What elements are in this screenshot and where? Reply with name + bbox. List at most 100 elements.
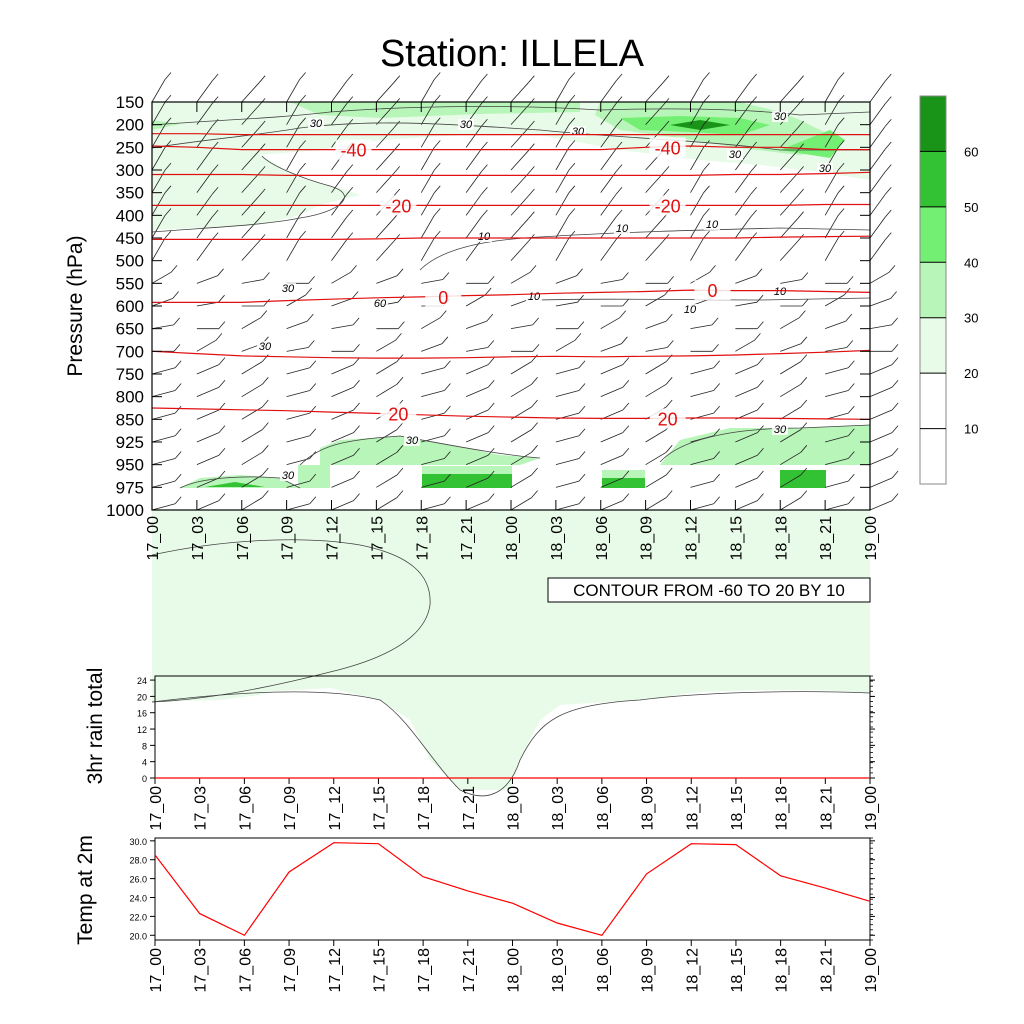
wind-barb-flag: [263, 272, 270, 280]
shade-surface-mid: [422, 474, 512, 488]
wind-barb: [735, 364, 758, 375]
wind-barb-flag: [531, 467, 538, 476]
x-tick-label: 17_15: [369, 516, 386, 561]
legend-swatch: [920, 317, 946, 374]
wind-barb: [555, 215, 570, 239]
wind-barb: [690, 79, 704, 103]
wind-barb-flag: [393, 234, 401, 242]
wind-barb-flag: [346, 164, 354, 172]
wind-barb: [241, 406, 263, 420]
wind-barb: [241, 82, 260, 103]
wind-barb-flag: [487, 380, 495, 388]
wind-barb-flag: [433, 230, 441, 239]
wind-barb-flag: [757, 321, 764, 329]
wind-barb-flag: [258, 120, 266, 129]
shade-mask-white-950-b: [512, 466, 602, 488]
wind-barb: [780, 497, 802, 511]
x-tick-label: 18_18: [774, 786, 791, 831]
wind-barb: [779, 241, 798, 261]
contour-line: [151, 539, 431, 703]
contour-label-bg: [280, 283, 296, 294]
temperature-label-bg: [694, 280, 731, 301]
wind-barb: [645, 82, 664, 103]
contour-label-bg: [458, 119, 474, 130]
wind-barb-flag: [397, 294, 405, 303]
wind-barb: [645, 474, 667, 488]
contour-label: 10: [478, 231, 491, 243]
wind-barb: [196, 239, 213, 261]
wind-barb-flag: [797, 143, 804, 151]
wind-barb-flag: [487, 276, 495, 284]
wind-barb-flag: [218, 380, 226, 388]
wind-barb: [465, 364, 489, 375]
wind-barb-flag: [528, 75, 535, 83]
contour-label-bg: [404, 435, 420, 446]
wind-barb-flag: [531, 445, 538, 453]
wind-barb: [420, 147, 435, 171]
contour-label: 30: [406, 435, 419, 447]
wind-barb-flag: [750, 232, 757, 240]
wind-barb: [421, 367, 445, 375]
wind-barb-flag: [532, 344, 540, 352]
wind-barb: [645, 361, 667, 375]
x-tick-label: 17_15: [371, 948, 388, 993]
wind-barb-flag: [837, 185, 845, 194]
wind-barb-flag: [173, 344, 181, 352]
wind-barb-flag: [299, 185, 306, 194]
wind-barb: [600, 279, 623, 284]
wind-barb-flag: [444, 405, 451, 414]
wind-barb: [465, 126, 482, 148]
wind-barb-flag: [837, 140, 845, 148]
wind-barb-flag: [262, 399, 269, 408]
legend-label: 60: [964, 144, 978, 159]
wind-barb-flag: [615, 73, 623, 82]
wind-barb-flag: [396, 377, 404, 385]
wind-barb: [690, 192, 704, 216]
wind-barb: [151, 435, 176, 443]
wind-barb: [151, 192, 166, 216]
wind-barb-flag: [174, 473, 182, 482]
wind-barb: [465, 409, 489, 420]
contour-label-bg: [526, 291, 542, 302]
wind-barb-flag: [215, 333, 223, 341]
wind-barb-flag: [800, 445, 808, 453]
y-tick-label: 700: [116, 342, 144, 361]
contour-info-box: CONTOUR FROM -60 TO 20 BY 10: [547, 577, 871, 603]
wind-barb: [869, 126, 886, 148]
wind-barb-flag: [309, 496, 317, 505]
wind-barb: [780, 279, 802, 284]
wind-barb-flag: [711, 317, 719, 326]
wind-barb: [690, 503, 714, 511]
wind-barb: [196, 80, 213, 103]
wind-barb-flag: [578, 405, 586, 414]
wind-barb: [869, 454, 893, 466]
wind-barb: [376, 241, 395, 261]
wind-barb: [286, 147, 300, 171]
wind-barb-flag: [258, 166, 266, 174]
wind-barb-flag: [801, 298, 809, 307]
x-tick-label: 17_03: [193, 786, 210, 831]
temperature-contour-line: [151, 407, 871, 420]
wind-barb: [555, 192, 570, 216]
wind-barb-flag: [487, 425, 495, 433]
wind-barb-flag: [709, 265, 716, 273]
wind-barb-flag: [713, 473, 720, 482]
wind-barb: [241, 218, 260, 239]
wind-barb: [869, 171, 886, 193]
wind-barb-flag: [662, 120, 670, 129]
y-tick-label: 550: [116, 274, 144, 293]
wind-barb-flag: [703, 72, 710, 80]
wind-barb: [286, 192, 300, 216]
wind-barb-flag: [848, 473, 855, 482]
wind-barb: [286, 215, 300, 239]
wind-barb: [510, 127, 529, 148]
wind-barb: [869, 432, 893, 443]
wind-barb: [825, 458, 849, 466]
wind-barb: [420, 124, 435, 148]
temperature-label-bg: [649, 408, 686, 429]
wind-barb-flag: [444, 383, 451, 391]
wind-barb: [286, 169, 300, 193]
wind-barb-flag: [578, 383, 586, 391]
wind-barb: [331, 239, 348, 261]
wind-barb: [376, 361, 398, 375]
